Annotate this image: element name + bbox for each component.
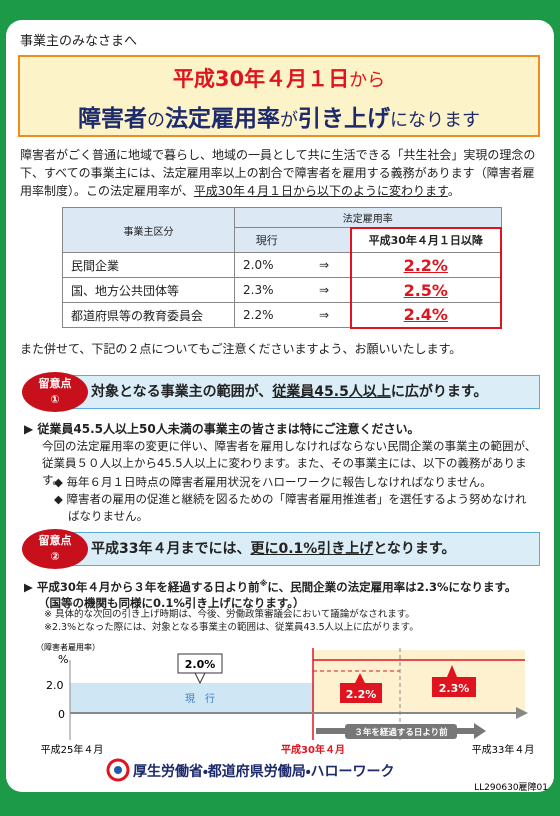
point1-heading: 対象となる事業主の範囲が、従業員45.5人以上に広がります。 xyxy=(50,375,540,409)
subhead: ▶ 平成30年４月から３年を経過する日より前※に、民間企業の法定雇用率は2.3%… xyxy=(24,579,517,610)
notes: ※ 具体的な次回の引き上げ時期は、今後、労働政策審議会において議論がなされます。… xyxy=(44,608,419,634)
intro-text: 障害者がごく普通に地域で暮らし、地域の一員として共に生活できる「共生社会」実現の… xyxy=(20,148,536,198)
title-text: 障害者 xyxy=(78,106,147,132)
duty: ◆ 障害者の雇用の促進と継続を図るための「障害者雇用推進者」を選任するよう努めな… xyxy=(54,492,527,523)
heading-text: 更に0.1%引き上げ xyxy=(250,541,374,557)
table-cell: 2.0% xyxy=(234,252,299,278)
badge-text: ① xyxy=(50,393,60,406)
table-cell: 2.4% xyxy=(349,302,502,329)
heading-text: となります。 xyxy=(373,541,456,557)
note: ※ 具体的な次回の引き上げ時期は、今後、労働政策審議会において議論がなされます。 xyxy=(44,609,415,620)
title-box: 平成30年４月１日から 障害者の法定雇用率が引き上げになります xyxy=(18,55,540,137)
badge-text: 留意点 xyxy=(38,534,72,547)
subhead-text: 従業員45.5人以上50人未満の事業主の皆さまは特にご注意ください。 xyxy=(37,422,420,436)
table-cell: 2.2% xyxy=(349,252,502,278)
duty-list: ◆ 毎年６月１日時点の障害者雇用状況をハローワークに報告しなければなりません。 … xyxy=(54,474,534,525)
title-text: になります xyxy=(390,110,480,131)
heading-text: 平成33年４月までには、 xyxy=(91,541,251,557)
title-line2: 障害者の法定雇用率が引き上げになります xyxy=(20,99,538,133)
duty: ◆ 毎年６月１日時点の障害者雇用状況をハローワークに報告しなければなりません。 xyxy=(54,475,492,489)
rate-table: 事業主区分 法定雇用率 現行 平成30年４月１日以降 民間企業 2.0% ⇒ 2.2% 国、… xyxy=(62,207,502,329)
table-row: 民間企業 2.0% ⇒ 2.2% xyxy=(62,252,502,278)
table-row: 国、地方公共団体等 2.3% ⇒ 2.5% xyxy=(62,277,502,303)
note: ※2.3%となった際には、対象となる事業主の範囲は、従業員43.5人以上に広がり… xyxy=(44,622,419,633)
table-cell: 2.5% xyxy=(349,277,502,303)
table-cell: 都道府県等の教育委員会 xyxy=(62,302,235,328)
title-date: 平成30年４月１日 xyxy=(172,67,350,91)
table-cell: 2.3% xyxy=(234,277,299,303)
header-cell: 法定雇用率 xyxy=(234,207,502,228)
subhead-text: ※ xyxy=(259,579,268,588)
intro-text: 。 xyxy=(447,184,460,198)
intro: 障害者がごく普通に地域で暮らし、地域の一員として共に生活できる「共生社会」実現の… xyxy=(20,146,542,200)
subhead-text: 平成30年４月から３年を経過する日より前 xyxy=(36,579,260,594)
badge-text: ② xyxy=(50,550,60,563)
subhead-text: に、民間企業の法定雇用率は2.3%になります。 xyxy=(267,579,517,594)
badge: 留意点 ② xyxy=(22,529,88,569)
heading-text: 対象となる事業主の範囲が、 xyxy=(91,384,273,400)
duty-text: 障害者の雇用の促進と継続を図るための「障害者雇用推進者」を選任するよう努めなけれ… xyxy=(66,492,527,523)
table-cell: ⇒ xyxy=(298,277,351,303)
header-cell: 平成30年４月１日以降 xyxy=(349,226,502,253)
table-row: 都道府県等の教育委員会 2.2% ⇒ 2.4% xyxy=(62,302,502,329)
title-text: 法定雇用率 xyxy=(165,106,280,132)
point2-heading: 平成33年４月までには、更に0.1%引き上げとなります。 xyxy=(50,532,540,566)
title-text: の xyxy=(147,110,165,131)
title-text: 引き上げ xyxy=(298,106,390,132)
table-cell: 2.2% xyxy=(234,302,299,328)
subhead: ▶ 従業員45.5人以上50人未満の事業主の皆さまは特にご注意ください。 xyxy=(24,422,420,436)
title-text: から xyxy=(349,70,386,91)
intro-text: 平成30年４月１日から以下のように変わります xyxy=(193,184,448,198)
badge-text: 留意点 xyxy=(38,377,72,390)
duty-text: 毎年６月１日時点の障害者雇用状況をハローワークに報告しなければなりません。 xyxy=(66,475,492,489)
table-cell: ⇒ xyxy=(298,252,351,278)
greeting: 事業主のみなさまへ xyxy=(20,34,138,49)
table-cell: ⇒ xyxy=(298,302,351,328)
header-cell: 現行 xyxy=(234,227,299,253)
heading-text: に広がります。 xyxy=(390,384,488,400)
badge: 留意点 ① xyxy=(22,372,88,412)
table-cell: 国、地方公共団体等 xyxy=(62,277,235,303)
heading-text: 従業員45.5人以上 xyxy=(272,384,391,400)
subhead-text: （国等の機関も同様に0.1%引き上げになります。） xyxy=(38,595,305,610)
notice: また併せて、下記の２点についてもご注意くださいますよう、お願いいたします。 xyxy=(20,342,462,356)
header-cell: 事業主区分 xyxy=(62,207,235,253)
title-text: が xyxy=(280,110,298,131)
body-text: 今回の法定雇用率の変更に伴い、障害者を雇用しなければならない民間企業の事業主の範… xyxy=(42,439,537,487)
title-line1: 平成30年４月１日から xyxy=(20,63,538,93)
table-cell: 民間企業 xyxy=(62,252,235,278)
